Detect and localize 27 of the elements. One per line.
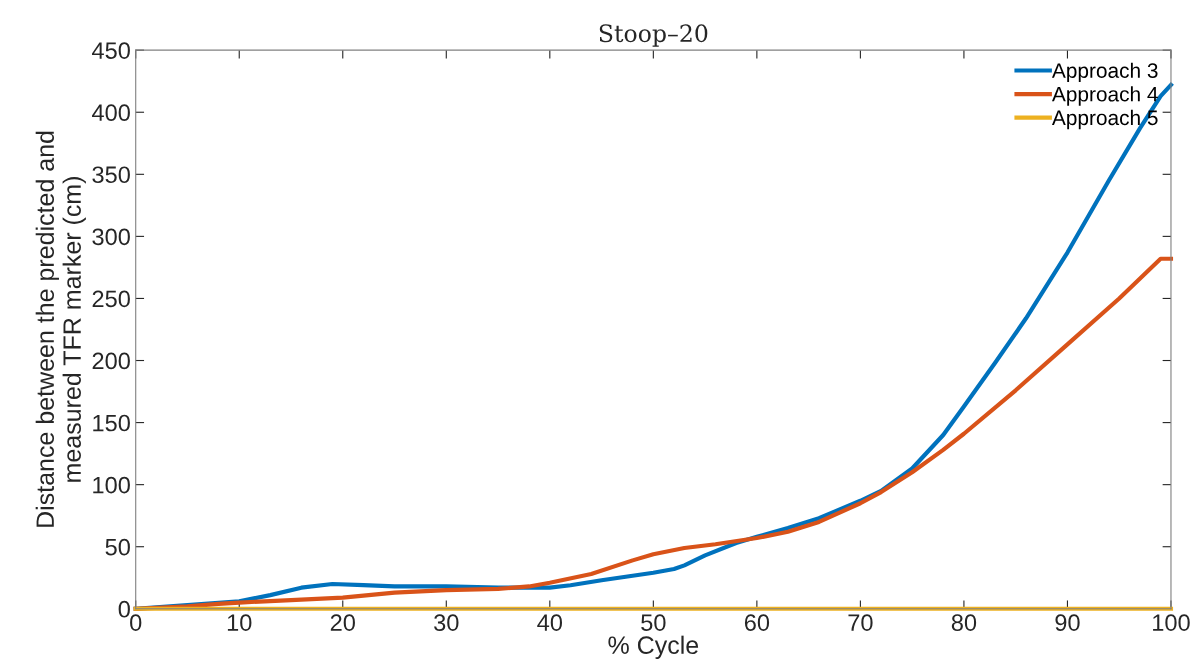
- x-tick-label: 0: [130, 614, 142, 631]
- x-axis-title: % Cycle: [608, 635, 699, 659]
- x-tick-label: 20: [330, 614, 355, 631]
- legend-label: Approach 3: [1051, 62, 1158, 83]
- y-tick-label: 250: [92, 290, 130, 308]
- y-tick-label: 400: [92, 104, 130, 122]
- chart-title: Stoop–20: [599, 24, 708, 47]
- y-tick-label: 300: [92, 228, 130, 246]
- legend-label: Approach 4: [1051, 86, 1158, 106]
- x-tick-label: 80: [951, 614, 977, 631]
- x-tick-label: 70: [848, 614, 873, 631]
- x-tick-label: 50: [641, 614, 666, 631]
- y-tick-label: 100: [93, 476, 130, 494]
- y-tick-label: 50: [105, 538, 130, 556]
- x-tick-label: 60: [744, 614, 770, 631]
- y-tick-label: 0: [118, 600, 130, 618]
- legend-label: Approach 5: [1051, 109, 1158, 130]
- x-tick-label: 100: [1153, 614, 1190, 631]
- x-tick-label: 40: [537, 614, 563, 631]
- x-tick-label: 10: [227, 614, 252, 631]
- y-tick-label: 450: [92, 42, 130, 59]
- y-axis-title: Distance between the predicted and measured TFR marker (cm): [35, 131, 86, 527]
- x-tick-label: 30: [434, 614, 459, 631]
- y-tick-label: 350: [92, 166, 130, 184]
- x-tick-label: 90: [1055, 614, 1080, 631]
- y-tick-label: 150: [93, 414, 130, 432]
- y-tick-label: 200: [92, 352, 130, 370]
